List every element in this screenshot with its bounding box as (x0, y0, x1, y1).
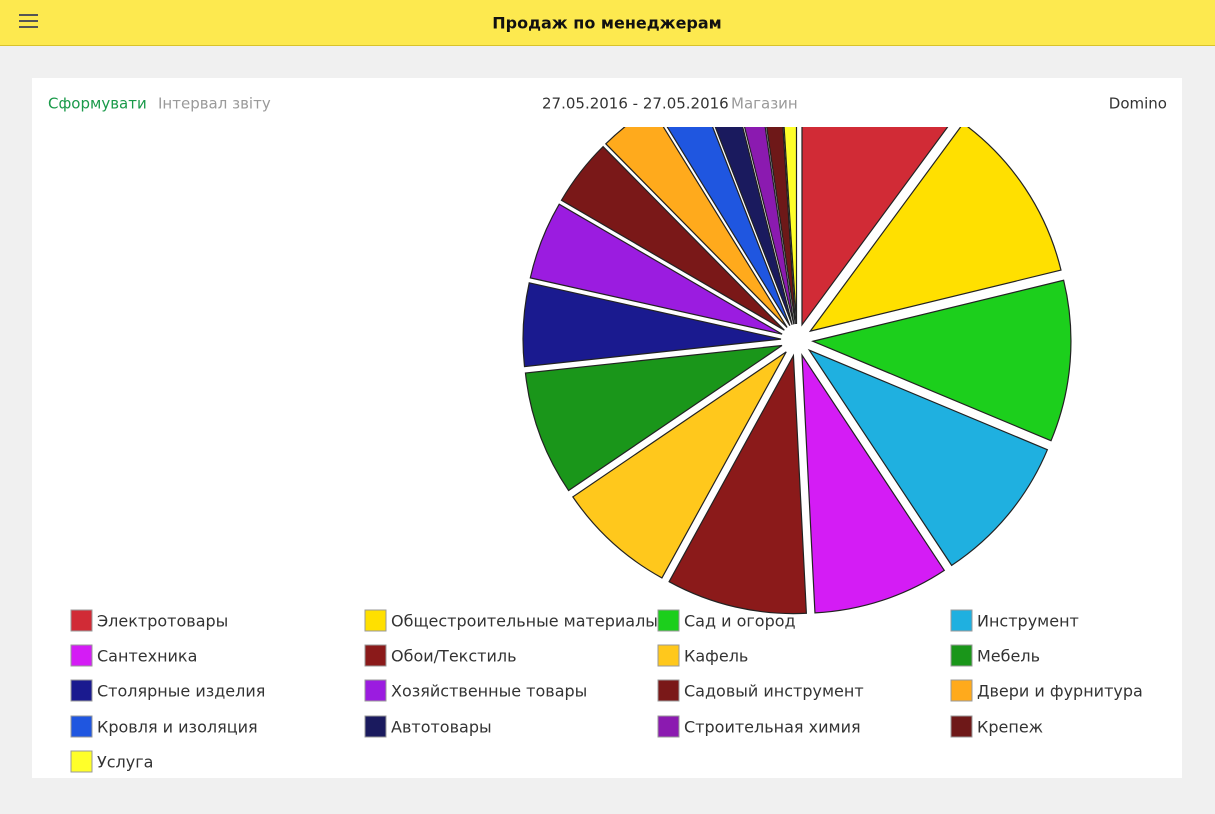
legend-label: Общестроительные материалы (391, 612, 658, 631)
pie-slice (783, 127, 798, 325)
legend-swatch (657, 715, 680, 738)
interval-label[interactable]: Інтервал звіту (158, 95, 271, 113)
legend-swatch (950, 715, 973, 738)
store: Domino (1109, 95, 1167, 113)
header-title: Продаж по менеджерам (492, 14, 722, 33)
store-label[interactable]: Магазин (731, 95, 798, 113)
legend-label: Двери и фурнитура (977, 682, 1143, 701)
legend-swatch (70, 715, 93, 738)
legend-label: Автотовары (391, 718, 492, 737)
legend-label: Кафель (684, 647, 748, 666)
pie-slice (808, 127, 1062, 333)
pie-slice (668, 353, 808, 615)
pie-slice (572, 351, 787, 579)
pie-slice (801, 127, 949, 327)
menu-button[interactable] (19, 14, 38, 28)
pie-slice (807, 348, 1049, 567)
legend-swatch (364, 715, 387, 738)
pie-slice (743, 127, 795, 325)
legend-label: Обои/Текстиль (391, 647, 517, 666)
legend-swatch (70, 679, 93, 702)
legend-label: Столярные изделия (97, 682, 265, 701)
legend-swatch (70, 609, 93, 632)
pie-slice (766, 127, 796, 325)
legend-label: Садовый инструмент (684, 682, 864, 701)
pie-slice (811, 279, 1072, 442)
legend-label: Инструмент (977, 612, 1079, 631)
legend-label: Мебель (977, 647, 1040, 666)
legend-swatch (70, 644, 93, 667)
interval: 27.05.2016 - 27.05.2016 (542, 95, 729, 113)
legend-swatch (364, 644, 387, 667)
legend-swatch (950, 644, 973, 667)
build-button[interactable]: Сформувати (48, 95, 147, 113)
pie-slice (801, 353, 946, 614)
legend-swatch (657, 679, 680, 702)
pie-slice (604, 127, 788, 328)
legend-swatch (657, 609, 680, 632)
pie-slice (522, 282, 782, 368)
legend-label: Кровля и изоляция (97, 718, 258, 737)
legend-label: Крепеж (977, 718, 1043, 737)
legend-swatch (950, 679, 973, 702)
pie-slice (560, 145, 785, 331)
legend: Электротовары Общестроительные материалы С… (70, 609, 1143, 773)
legend-label: Электротовары (97, 612, 228, 631)
legend-swatch (364, 609, 387, 632)
pie (522, 127, 1072, 615)
legend-label: Строительная химия (684, 718, 861, 737)
pie-slice (524, 344, 783, 492)
pie-slice (666, 127, 791, 326)
legend-swatch (70, 750, 93, 773)
legend-swatch (657, 644, 680, 667)
legend-swatch (950, 609, 973, 632)
legend-label: Услуга (97, 753, 153, 772)
legend-label: Хозяйственные товары (391, 682, 587, 701)
legend-label: Сантехника (97, 647, 197, 666)
pie-slice (529, 203, 783, 335)
legend-label: Сад и огород (684, 612, 796, 631)
header-bar (0, 0, 1215, 45)
legend-swatch (364, 679, 387, 702)
